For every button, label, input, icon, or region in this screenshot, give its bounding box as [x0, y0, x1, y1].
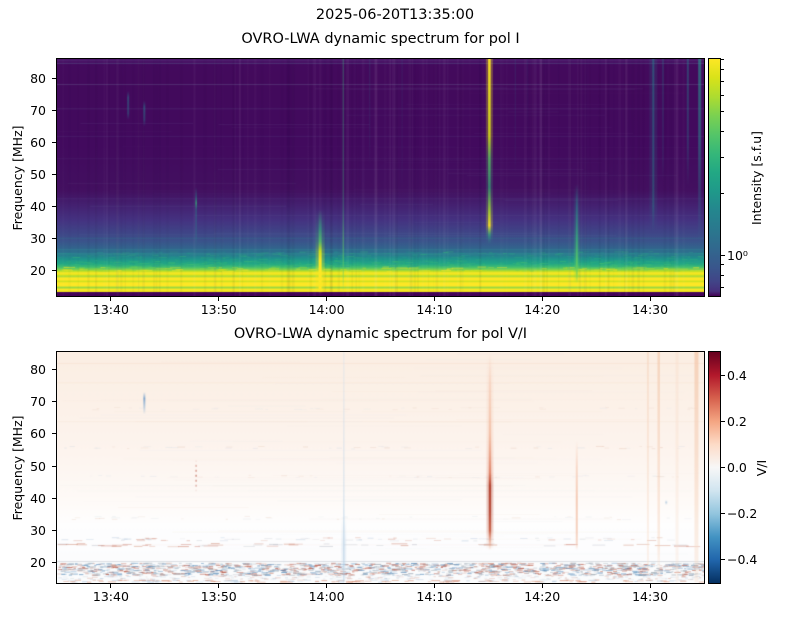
y-tick-mark: [52, 368, 56, 370]
x-tick-mark: [218, 584, 220, 588]
y-tick-mark: [52, 77, 56, 79]
x-tick-label: 14:20: [524, 302, 561, 317]
x-tick-label: 13:40: [92, 302, 129, 317]
x-tick-label: 13:40: [92, 589, 129, 604]
x-tick-label: 14:20: [524, 589, 561, 604]
x-tick-label: 14:30: [632, 302, 669, 317]
x-tick-mark: [541, 584, 543, 588]
colorbar-tick-label: 0.4: [727, 367, 747, 383]
colorbar-minor-tick-mark: [721, 131, 724, 133]
y-tick-mark: [52, 141, 56, 143]
y-tick-label: 40: [30, 490, 46, 506]
pol-vi-title: OVRO-LWA dynamic spectrum for pol V/I: [233, 326, 528, 342]
y-tick-label: 20: [30, 555, 46, 571]
colorbar-minor-tick-mark: [721, 275, 724, 277]
x-tick-label: 14:10: [416, 302, 453, 317]
colorbar-tick-mark: [721, 374, 725, 376]
y-tick-mark: [52, 269, 56, 271]
colorbar-tick-label: −0.2: [727, 506, 758, 522]
figure-suptitle: 2025-06-20T13:35:00: [315, 7, 475, 23]
colorbar-minor-tick-mark: [721, 156, 724, 158]
colorbar-tick-mark: [721, 559, 725, 561]
colorbar-minor-tick-mark: [721, 68, 724, 70]
y-tick-label: 60: [30, 134, 46, 150]
pol-i-spectrogram-canvas: [57, 59, 704, 296]
x-tick-mark: [326, 584, 328, 588]
y-tick-label: 60: [30, 426, 46, 442]
pol-i-title: OVRO-LWA dynamic spectrum for pol I: [241, 31, 520, 47]
pol-i-plot-area: [56, 58, 705, 297]
y-tick-mark: [52, 497, 56, 499]
y-tick-mark: [52, 237, 56, 239]
y-tick-mark: [52, 173, 56, 175]
colorbar-tick-mark: [721, 255, 725, 257]
pol-vi-spectrogram-canvas: [57, 352, 704, 583]
colorbar-minor-tick-mark: [721, 264, 724, 266]
y-tick-label: 80: [30, 361, 46, 377]
colorbar-tick-label: 10⁰: [727, 248, 748, 264]
colorbar-tick-label: 0.2: [727, 413, 747, 429]
y-tick-label: 50: [30, 458, 46, 474]
x-tick-label: 13:50: [200, 589, 237, 604]
pol-vi-plot-area: [56, 351, 705, 584]
x-tick-label: 14:10: [416, 589, 453, 604]
x-tick-label: 13:50: [200, 302, 237, 317]
x-tick-mark: [433, 584, 435, 588]
y-tick-label: 80: [30, 70, 46, 86]
x-tick-mark: [649, 297, 651, 301]
colorbar-tick-mark: [721, 513, 725, 515]
y-tick-label: 50: [30, 166, 46, 182]
y-tick-mark: [52, 433, 56, 435]
colorbar-minor-tick-mark: [721, 94, 724, 96]
x-tick-label: 14:30: [632, 589, 669, 604]
y-tick-label: 70: [30, 102, 46, 118]
pol-i-colorbar-gradient: [709, 59, 720, 296]
pol-vi-colorbar-gradient: [709, 352, 720, 583]
y-tick-mark: [52, 109, 56, 111]
x-tick-mark: [218, 297, 220, 301]
y-tick-mark: [52, 401, 56, 403]
x-tick-mark: [649, 584, 651, 588]
pol-i-colorbar: [708, 58, 721, 297]
pol-vi-colorbar: [708, 351, 721, 584]
y-tick-mark: [52, 465, 56, 467]
colorbar-tick-label: 0.0: [727, 460, 747, 475]
y-tick-mark: [52, 205, 56, 207]
x-tick-mark: [541, 297, 543, 301]
colorbar-minor-tick-mark: [721, 193, 724, 195]
x-tick-mark: [110, 584, 112, 588]
y-tick-label: 20: [30, 262, 46, 278]
x-tick-label: 14:00: [308, 302, 345, 317]
colorbar-minor-tick-mark: [721, 111, 724, 113]
colorbar-minor-tick-mark: [721, 287, 724, 289]
colorbar-tick-mark: [721, 467, 725, 468]
y-tick-mark: [52, 530, 56, 532]
y-tick-label: 30: [30, 230, 46, 246]
x-tick-mark: [433, 297, 435, 301]
y-tick-label: 70: [30, 394, 46, 410]
colorbar-tick-label: −0.4: [727, 552, 758, 568]
colorbar-minor-tick-mark: [721, 80, 724, 82]
y-tick-label: 40: [30, 198, 46, 214]
x-tick-mark: [110, 297, 112, 301]
colorbar-minor-tick-mark: [721, 58, 724, 60]
y-tick-label: 30: [30, 523, 46, 539]
x-tick-mark: [326, 297, 328, 301]
x-tick-label: 14:00: [308, 589, 345, 604]
colorbar-tick-mark: [721, 420, 725, 422]
y-tick-mark: [52, 562, 56, 564]
